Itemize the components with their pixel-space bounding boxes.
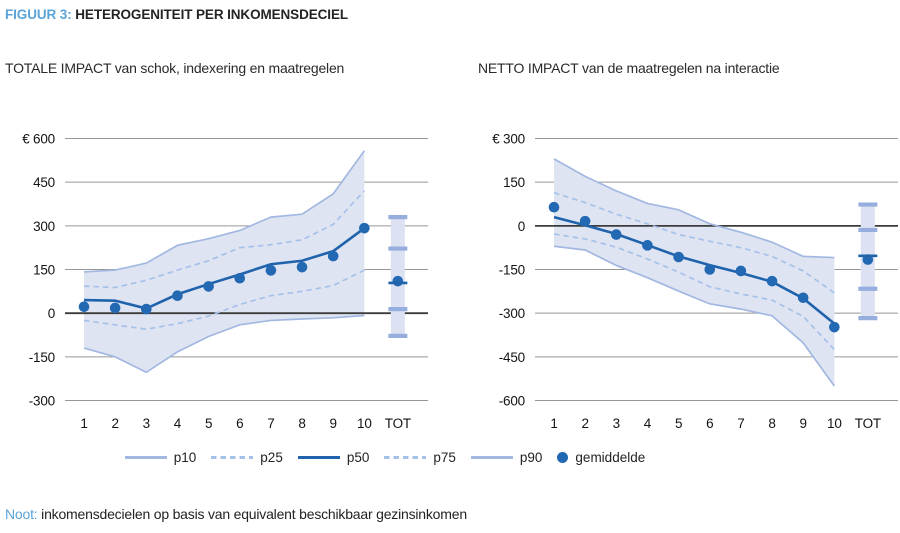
p90-line-swatch-icon <box>470 456 513 459</box>
x-tick-label: TOT <box>855 416 881 431</box>
x-tick-label: 10 <box>357 416 372 431</box>
left-panel-title: TOTALE IMPACT van schok, indexering en m… <box>5 60 345 76</box>
mean-dot <box>109 302 121 314</box>
mean-dot <box>265 265 277 276</box>
y-tick-label: € 300 <box>492 132 525 147</box>
y-tick-label: 0 <box>518 219 525 234</box>
p10-line <box>83 314 365 374</box>
x-tick-label: 9 <box>800 416 807 431</box>
netto-impact-chart: € 300 150 0 -150 -300 -450 -600 1 2 3 4 5 6 7 8 9 10 TOT <box>492 132 898 431</box>
x-tick-label: 6 <box>236 416 243 431</box>
x-tick-label: 7 <box>737 416 744 431</box>
x-tick-label: 10 <box>827 416 842 431</box>
x-tick-label: 7 <box>267 416 274 431</box>
x-tick-label: 1 <box>550 416 557 431</box>
mean-dot <box>78 301 90 313</box>
y-tick-label: 450 <box>33 175 55 190</box>
legend-item-gemiddelde: gemiddelde <box>557 450 645 465</box>
mean-dot <box>797 292 809 304</box>
mean-dot <box>327 250 339 262</box>
legend-label-gemiddelde: gemiddelde <box>575 450 646 465</box>
p75-dashed-swatch-icon <box>384 456 427 459</box>
tot-mean-dot <box>392 275 404 287</box>
mean-dot <box>829 321 840 333</box>
total-impact-chart: € 600 450 300 150 0 -150 -300 1 2 3 4 5 6 7 8 9 10 TOT <box>22 132 428 431</box>
p75-line <box>553 191 835 294</box>
mean-dot <box>735 265 747 277</box>
right-panel-title: NETTO IMPACT van de maatregelen na inter… <box>478 60 780 76</box>
y-tick-label: -600 <box>499 394 525 409</box>
legend-item-p25: p25 <box>211 450 283 465</box>
mean-dot <box>203 281 214 292</box>
note-label: Noot: <box>5 506 38 522</box>
legend-item-p10: p10 <box>124 450 197 465</box>
mean-dot <box>234 272 246 284</box>
legend-label-p75: p75 <box>433 450 456 465</box>
mean-dot <box>359 222 370 234</box>
mean-dot <box>611 229 622 240</box>
x-tick-label: 2 <box>111 416 118 431</box>
x-tick-label: 9 <box>330 416 337 431</box>
legend-label-p25: p25 <box>260 450 283 465</box>
mean-dot <box>296 261 308 273</box>
x-tick-label: 1 <box>80 416 87 431</box>
p75-line <box>83 190 365 289</box>
figure-header: FIGUUR 3: HETEROGENITEIT PER INKOMENSDEC… <box>5 7 348 22</box>
y-tick-label: -150 <box>499 263 525 278</box>
y-tick-label: -450 <box>499 350 525 365</box>
figure-title: HETEROGENITEIT PER INKOMENSDECIEL <box>75 7 348 22</box>
mean-dot <box>579 215 591 227</box>
p50-line-swatch-icon <box>297 456 340 459</box>
x-tick-label: 6 <box>706 416 713 431</box>
legend-item-p50: p50 <box>297 450 370 465</box>
x-tick-label: 2 <box>581 416 588 431</box>
y-tick-label: € 600 <box>22 132 55 147</box>
p90-line <box>553 158 835 259</box>
mean-dot <box>548 201 560 213</box>
x-tick-label: TOT <box>385 416 411 431</box>
mean-dot <box>642 240 653 251</box>
y-tick-label: -300 <box>499 306 525 321</box>
legend-label-p50: p50 <box>346 450 370 465</box>
y-tick-label: 150 <box>503 175 525 190</box>
p25-dashed-swatch-icon <box>211 456 254 459</box>
p10-line-swatch-icon <box>124 456 167 459</box>
p50-line <box>553 215 836 325</box>
x-tick-label: 3 <box>143 416 150 431</box>
p10-p90-band <box>554 158 835 386</box>
x-tick-label: 8 <box>298 416 305 431</box>
legend-item-p90: p90 <box>470 450 543 465</box>
mean-dot <box>704 264 716 275</box>
note-text: inkomensdecielen op basis van equivalent… <box>41 506 467 522</box>
legend-label-p10: p10 <box>173 450 197 465</box>
mean-dot <box>141 303 152 315</box>
x-tick-label: 3 <box>613 416 620 431</box>
y-tick-label: 150 <box>33 263 55 278</box>
y-tick-label: 300 <box>33 219 55 234</box>
y-tick-label: -150 <box>29 350 55 365</box>
mean-dot <box>172 290 183 302</box>
figure-label: FIGUUR 3: <box>5 7 72 22</box>
x-tick-label: 5 <box>675 416 682 431</box>
p25-line <box>83 269 365 331</box>
p50-line <box>83 227 366 310</box>
p10-p90-band <box>84 150 365 373</box>
p10-line <box>553 245 836 387</box>
p25-line <box>553 233 835 351</box>
x-tick-label: 4 <box>644 416 652 431</box>
mean-dot <box>766 275 778 287</box>
chart-legend: p10 p25 p50 p75 p90 gemiddelde <box>35 450 735 465</box>
legend-item-p75: p75 <box>384 450 456 465</box>
mean-dot-swatch-icon <box>557 452 569 463</box>
p90-line <box>83 150 366 273</box>
x-tick-label: 8 <box>768 416 775 431</box>
legend-label-p90: p90 <box>519 450 543 465</box>
mean-dot <box>673 251 684 263</box>
x-tick-label: 4 <box>174 416 182 431</box>
figure-note: Noot: inkomensdecielen op basis van equi… <box>5 506 467 522</box>
y-tick-label: 0 <box>48 306 55 321</box>
y-tick-label: -300 <box>29 394 55 409</box>
x-tick-label: 5 <box>205 416 212 431</box>
